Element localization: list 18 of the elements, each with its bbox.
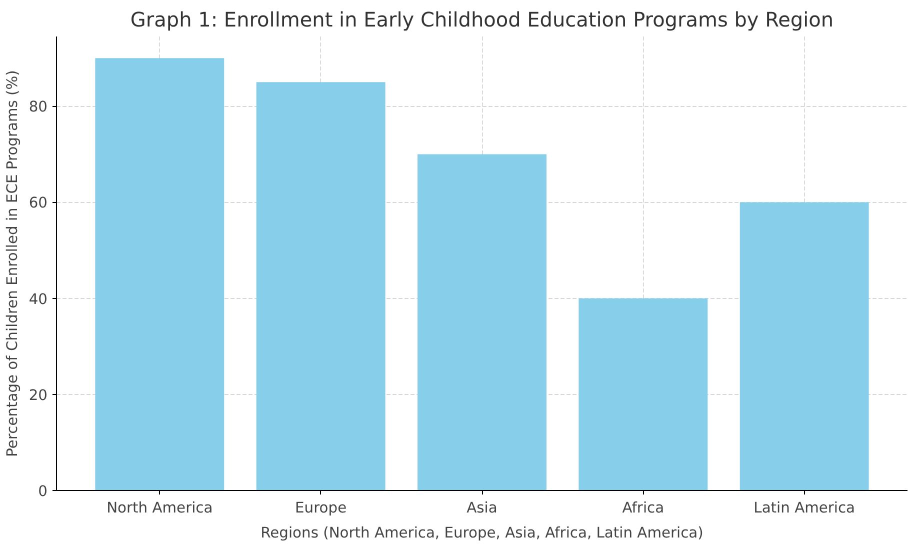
y-axis-title: Percentage of Children Enrolled in ECE Programs (%) xyxy=(4,70,21,457)
x-tick-label: Africa xyxy=(622,500,664,516)
x-tick-label: Asia xyxy=(466,500,498,516)
y-tick-label: 40 xyxy=(28,290,48,308)
bar xyxy=(578,298,708,490)
bar xyxy=(256,82,386,490)
x-tick-label: North America xyxy=(106,500,213,516)
bar xyxy=(740,202,869,490)
y-tick-label: 0 xyxy=(38,483,48,500)
x-axis-title: Regions (North America, Europe, Asia, Africa, Latin America) xyxy=(260,524,704,542)
y-tick-label: 80 xyxy=(28,98,48,116)
bar xyxy=(418,154,546,490)
x-tick-label: Europe xyxy=(295,500,347,516)
y-tick-label: 60 xyxy=(28,194,48,212)
bar xyxy=(95,58,224,490)
x-tick-label: Latin America xyxy=(754,500,856,516)
y-tick-label: 20 xyxy=(28,386,48,404)
chart-title: Graph 1: Enrollment in Early Childhood Education Programs by Region xyxy=(130,8,834,32)
